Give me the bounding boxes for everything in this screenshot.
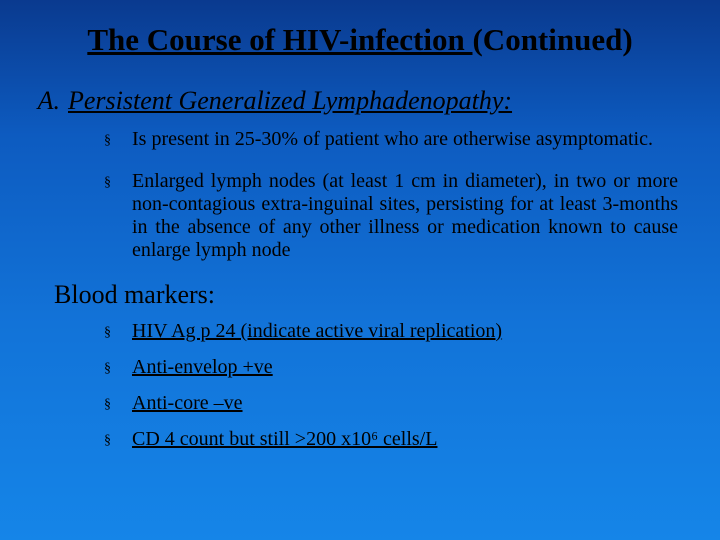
list-item: § Enlarged lymph nodes (at least 1 cm in…	[104, 170, 678, 262]
list-item: § Anti-core –ve	[104, 392, 688, 416]
title-underlined: The Course of HIV-infection	[87, 22, 472, 57]
bullet-text: Anti-core –ve	[132, 392, 688, 416]
bullet-marker-icon: §	[104, 428, 132, 452]
blood-markers-bullets: § HIV Ag p 24 (indicate active viral rep…	[104, 320, 688, 452]
bullet-text: HIV Ag p 24 (indicate active viral repli…	[132, 320, 688, 344]
bullet-marker-icon: §	[104, 128, 132, 152]
bullet-marker-icon: §	[104, 356, 132, 380]
bullet-text: CD 4 count but still >200 x10⁶ cells/L	[132, 428, 688, 452]
bullet-marker-icon: §	[104, 320, 132, 344]
list-item: § Is present in 25-30% of patient who ar…	[104, 128, 678, 152]
section-a-letter: A.	[32, 86, 68, 116]
section-a-heading-row: A. Persistent Generalized Lymphadenopath…	[32, 86, 688, 116]
bullet-text: Enlarged lymph nodes (at least 1 cm in d…	[132, 170, 678, 262]
slide-title: The Course of HIV-infection (Continued)	[32, 22, 688, 58]
title-rest: (Continued)	[472, 22, 632, 57]
list-item: § CD 4 count but still >200 x10⁶ cells/L	[104, 428, 688, 452]
section-a-heading: Persistent Generalized Lymphadenopathy:	[68, 86, 512, 116]
bullet-marker-icon: §	[104, 392, 132, 416]
list-item: § HIV Ag p 24 (indicate active viral rep…	[104, 320, 688, 344]
section-a-bullets: § Is present in 25-30% of patient who ar…	[104, 128, 678, 262]
bullet-text: Is present in 25-30% of patient who are …	[132, 128, 678, 152]
blood-markers-heading: Blood markers:	[54, 280, 688, 310]
bullet-marker-icon: §	[104, 170, 132, 262]
bullet-text: Anti-envelop +ve	[132, 356, 688, 380]
list-item: § Anti-envelop +ve	[104, 356, 688, 380]
